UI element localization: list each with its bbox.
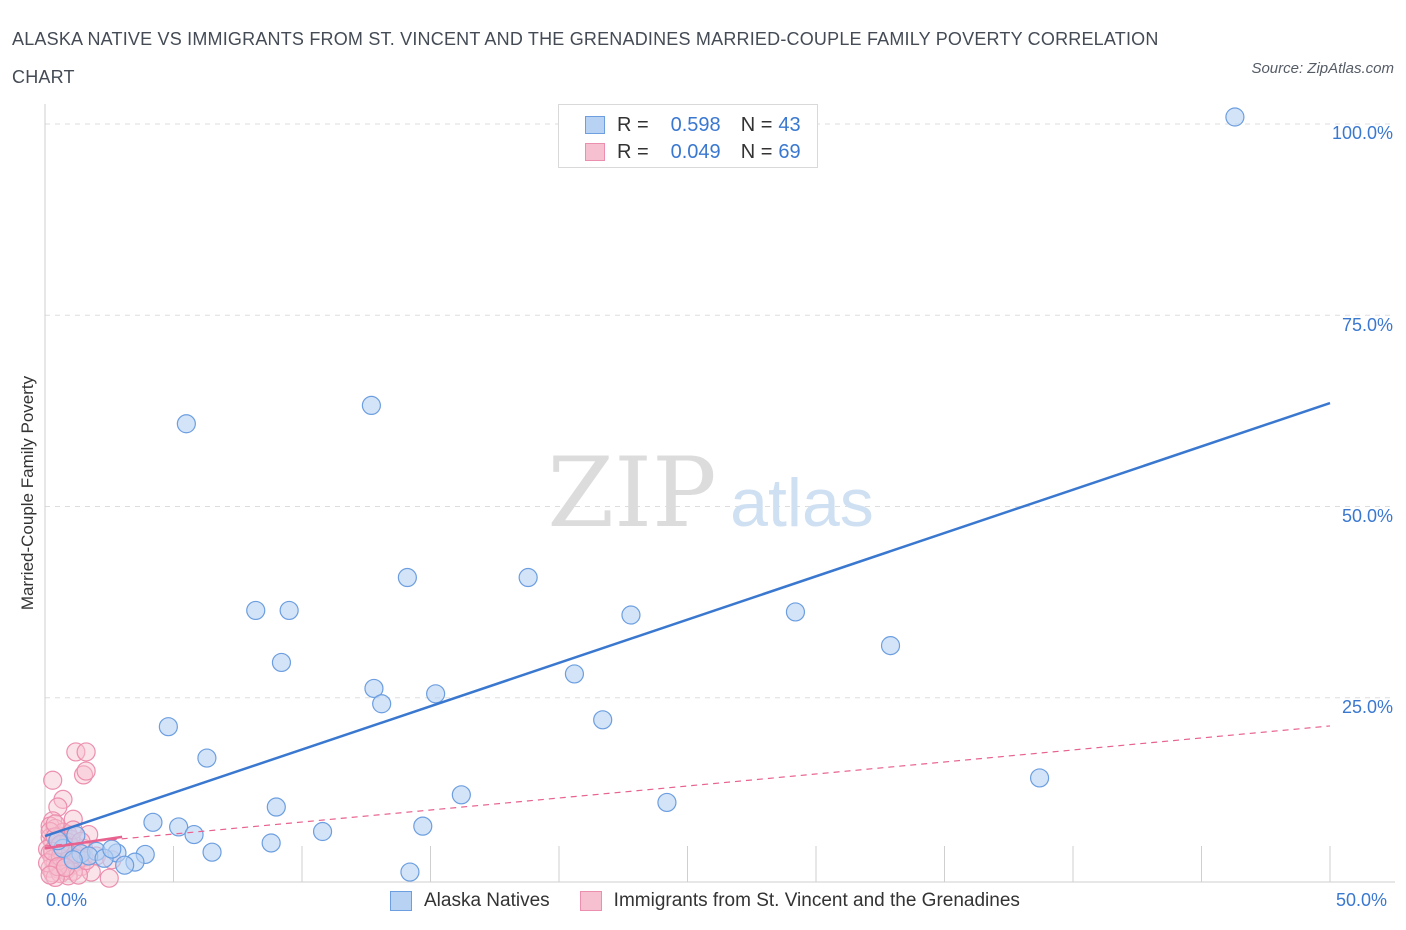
trend-lines xyxy=(44,401,1331,850)
legend-swatch-pink xyxy=(585,143,605,161)
data-point xyxy=(785,602,806,622)
data-point xyxy=(115,855,135,875)
data-point xyxy=(197,748,217,768)
data-point xyxy=(76,742,96,762)
data-point xyxy=(880,636,901,656)
x-tick-min: 0.0% xyxy=(46,890,88,910)
data-point xyxy=(312,821,333,842)
data-point xyxy=(246,600,266,621)
watermark-atlas: atlas xyxy=(730,465,874,541)
data-point xyxy=(413,816,433,836)
series-blue-points xyxy=(48,107,1245,882)
data-point xyxy=(143,812,163,832)
data-point xyxy=(364,678,384,699)
data-point xyxy=(372,694,392,714)
data-point xyxy=(593,710,613,730)
data-point xyxy=(66,742,86,762)
data-point xyxy=(564,664,585,684)
series-legend: Alaska Natives Immigrants from St. Vince… xyxy=(390,890,1050,912)
stats-row-blue: R = 0.598 N = 43 xyxy=(585,113,801,137)
trend-line-immigrants xyxy=(44,725,1331,847)
data-point xyxy=(621,605,641,625)
data-point xyxy=(169,817,189,837)
watermark-zip: ZIP xyxy=(547,437,716,549)
data-point xyxy=(279,600,299,621)
data-point xyxy=(261,833,281,853)
legend-item-immigrants[interactable]: Immigrants from St. Vincent and the Gren… xyxy=(579,890,1020,912)
data-point xyxy=(184,824,204,845)
data-point xyxy=(426,684,446,704)
stats-row-pink: R = 0.049 N = 69 xyxy=(585,140,801,164)
data-point xyxy=(361,395,381,416)
r-label: R = xyxy=(617,113,649,136)
data-point xyxy=(1029,768,1050,788)
data-point xyxy=(102,839,122,859)
data-point xyxy=(266,797,286,817)
data-point xyxy=(63,850,83,870)
legend-swatch-blue xyxy=(585,116,605,134)
trend-line-alaska-natives xyxy=(44,401,1331,838)
data-point xyxy=(158,717,178,737)
data-point xyxy=(400,862,420,882)
legend-swatch-blue xyxy=(390,891,412,911)
legend-swatch-pink xyxy=(579,891,602,911)
r-value: 0.598 xyxy=(670,113,721,136)
x-tick-max: 50.0% xyxy=(1336,890,1388,910)
n-value: 43 xyxy=(778,113,801,136)
n-label: N = xyxy=(740,140,773,163)
legend-label: Immigrants from St. Vincent and the Gren… xyxy=(613,890,1020,911)
trend-line-immigrants-solid xyxy=(44,835,123,850)
r-label: R = xyxy=(617,140,649,163)
y-tick-100: 100.0% xyxy=(1331,123,1393,143)
y-tick-25: 25.0% xyxy=(1341,697,1393,717)
legend-label: Alaska Natives xyxy=(424,890,550,911)
data-point xyxy=(1225,107,1245,127)
data-point xyxy=(271,652,292,673)
n-label: N = xyxy=(740,113,773,136)
n-value: 69 xyxy=(778,140,801,163)
y-tick-50: 50.0% xyxy=(1341,506,1393,526)
chart-title: ALASKA NATIVE VS IMMIGRANTS FROM ST. VIN… xyxy=(12,29,1159,87)
y-tick-75: 75.0% xyxy=(1341,315,1393,335)
data-point xyxy=(99,868,119,888)
data-point xyxy=(43,770,63,790)
data-point xyxy=(657,792,677,813)
source-label: Source: ZipAtlas.com xyxy=(1251,60,1394,77)
data-point xyxy=(518,567,538,588)
data-point xyxy=(202,842,222,862)
r-value: 0.049 xyxy=(670,140,721,163)
data-point xyxy=(176,414,196,434)
axes xyxy=(44,104,1395,883)
data-point xyxy=(397,567,417,588)
data-point xyxy=(76,761,96,781)
data-point xyxy=(40,865,60,885)
data-point xyxy=(451,785,471,805)
stats-legend: R = 0.598 N = 43 R = 0.049 N = 69 xyxy=(558,104,818,168)
legend-item-alaska-natives[interactable]: Alaska Natives xyxy=(390,890,550,912)
